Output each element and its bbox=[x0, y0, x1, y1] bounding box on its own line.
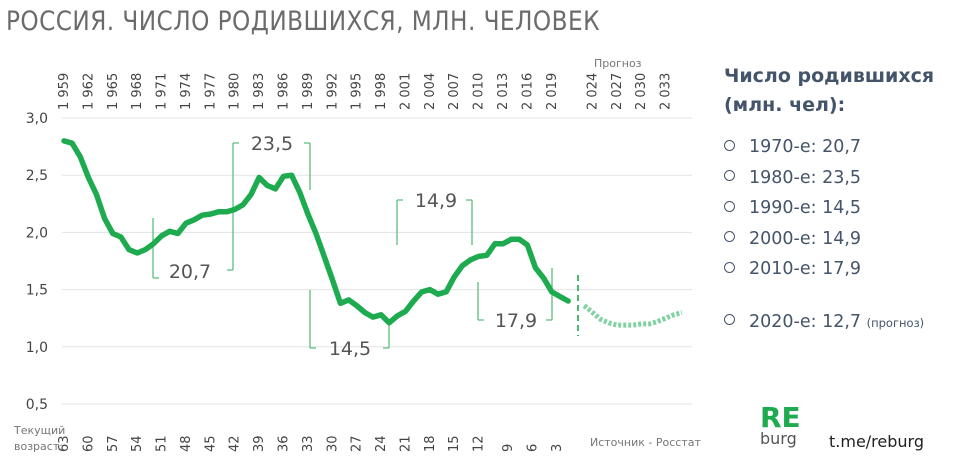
x-tick-label: 1 968 bbox=[130, 73, 145, 110]
annotation-bracket bbox=[396, 199, 403, 245]
decade-annotation: 17,9 bbox=[495, 310, 537, 332]
x-tick-label: 1 998 bbox=[374, 73, 389, 110]
annotation-bracket bbox=[477, 282, 484, 321]
x-tick-label: 2 016 bbox=[520, 73, 535, 110]
bullet-icon bbox=[724, 231, 735, 242]
age-tick-label: 42 bbox=[228, 435, 243, 452]
age-tick-label: 63 bbox=[57, 435, 72, 452]
annotation-bracket bbox=[304, 142, 311, 190]
x-tick-label: 1 995 bbox=[350, 73, 365, 110]
chart-title: РОССИЯ. ЧИСЛО РОДИВШИХСЯ, МЛН. ЧЕЛОВЕК bbox=[6, 6, 601, 37]
age-tick-label: 27 bbox=[350, 435, 365, 452]
telegram-link[interactable]: t.me/reburg bbox=[829, 432, 924, 451]
x-tick-label: 2 027 bbox=[610, 73, 625, 110]
age-tick-label: 33 bbox=[301, 435, 316, 452]
x-tick-label: 2 030 bbox=[634, 73, 649, 110]
y-tick-label: 1,5 bbox=[26, 283, 48, 299]
forecast-label: Прогноз bbox=[594, 57, 642, 70]
item-text: 1980-е: 23,5 bbox=[749, 167, 862, 188]
age-tick-label: 18 bbox=[423, 435, 438, 452]
x-tick-label: 2 033 bbox=[659, 73, 674, 110]
age-tick-label: 54 bbox=[130, 435, 145, 452]
age-tick-label: 12 bbox=[472, 435, 487, 452]
list-item: 2000-е: 14,9 bbox=[724, 224, 954, 255]
y-tick-label: 0,5 bbox=[26, 397, 48, 413]
y-tick-label: 2,0 bbox=[26, 225, 48, 241]
decade-annotation: 14,9 bbox=[415, 190, 457, 212]
forecast-series-line bbox=[582, 303, 683, 328]
age-tick-label: 9 bbox=[501, 444, 516, 452]
bullet-icon bbox=[724, 139, 735, 151]
age-tick-label: 36 bbox=[277, 435, 292, 452]
item-text: 1990-е: 14,5 bbox=[749, 198, 862, 218]
x-tick-label: 1 992 bbox=[325, 73, 340, 110]
x-tick-label: 1 974 bbox=[179, 73, 194, 110]
age-tick-label: 24 bbox=[374, 435, 389, 452]
x-tick-label: 2 010 bbox=[472, 73, 487, 110]
decade-annotation: 14,5 bbox=[329, 338, 371, 360]
x-tick-label: 2 004 bbox=[423, 73, 438, 110]
list-item: 1980-е: 23,5 bbox=[724, 163, 954, 194]
logo-re: RE bbox=[760, 401, 801, 434]
age-tick-label: 15 bbox=[447, 435, 462, 452]
x-tick-label: 1 980 bbox=[228, 73, 243, 110]
age-label-line1: Текущий bbox=[13, 424, 65, 437]
x-tick-label: 2 013 bbox=[496, 73, 511, 110]
list-item: 2010-е: 17,9 bbox=[724, 254, 954, 285]
list-item: 1990-е: 14,5 bbox=[724, 193, 954, 224]
x-tick-label: 1 962 bbox=[81, 73, 96, 110]
list-item: 1970-е: 20,7 bbox=[724, 132, 954, 163]
bullet-icon bbox=[724, 200, 735, 212]
age-tick-label: 3 bbox=[550, 444, 565, 452]
age-tick-label: 30 bbox=[325, 435, 340, 452]
x-tick-label: 2 024 bbox=[585, 73, 600, 110]
age-tick-label: 45 bbox=[203, 435, 218, 452]
source-label: Источник - Росстат bbox=[590, 436, 701, 449]
age-tick-label: 57 bbox=[106, 435, 121, 452]
forecast-note: (прогноз) bbox=[866, 315, 925, 330]
actual-series-line bbox=[61, 138, 571, 326]
age-tick-label: 21 bbox=[398, 435, 413, 452]
annotation-bracket bbox=[309, 290, 316, 349]
x-tick-label: 2 001 bbox=[398, 73, 413, 110]
bullet-icon bbox=[724, 314, 735, 325]
list-item: 2020-е: 12,7 (прогноз) bbox=[724, 307, 954, 339]
y-tick-label: 3,0 bbox=[26, 111, 48, 127]
annotation-bracket bbox=[232, 142, 239, 190]
bullet-icon bbox=[724, 170, 735, 181]
x-tick-label: 2 019 bbox=[545, 73, 560, 110]
panel-heading: Число родившихся (млн. чел): bbox=[724, 65, 935, 116]
y-tick-label: 1,0 bbox=[26, 340, 48, 356]
decade-annotation: 23,5 bbox=[251, 133, 293, 155]
reburg-logo: RE burg bbox=[760, 401, 801, 448]
age-tick-label: 6 bbox=[525, 444, 540, 452]
summary-panel: Число родившихся (млн. чел): 1970-е: 20,… bbox=[724, 62, 954, 338]
x-tick-label: 1 959 bbox=[57, 73, 72, 110]
age-tick-label: 60 bbox=[81, 435, 96, 452]
age-tick-label: 48 bbox=[179, 435, 194, 452]
bullet-icon bbox=[724, 261, 735, 273]
x-tick-label: 1 983 bbox=[252, 73, 267, 110]
x-tick-label: 1 989 bbox=[301, 73, 316, 110]
x-tick-label: 2 007 bbox=[447, 73, 462, 110]
x-tick-label: 1 977 bbox=[203, 73, 218, 110]
annotation-bracket bbox=[466, 199, 473, 245]
annotation-bracket bbox=[227, 190, 234, 271]
age-label-line2: возраст: bbox=[14, 440, 63, 453]
decade-annotation: 20,7 bbox=[169, 261, 211, 283]
x-tick-label: 1 971 bbox=[155, 73, 170, 110]
annotation-bracket bbox=[152, 218, 159, 279]
item-text: 2020-е: 12,7 bbox=[749, 311, 862, 332]
age-tick-label: 51 bbox=[155, 435, 170, 452]
item-text: 2000-е: 14,9 bbox=[749, 228, 862, 249]
y-tick-label: 2,5 bbox=[26, 168, 48, 184]
x-tick-label: 1 986 bbox=[277, 73, 292, 110]
age-tick-label: 39 bbox=[252, 435, 267, 452]
x-tick-label: 1 965 bbox=[106, 73, 121, 110]
logo-burg: burg bbox=[760, 429, 797, 448]
item-text: 1970-е: 20,7 bbox=[749, 137, 862, 157]
item-text: 2010-е: 17,9 bbox=[749, 259, 862, 279]
